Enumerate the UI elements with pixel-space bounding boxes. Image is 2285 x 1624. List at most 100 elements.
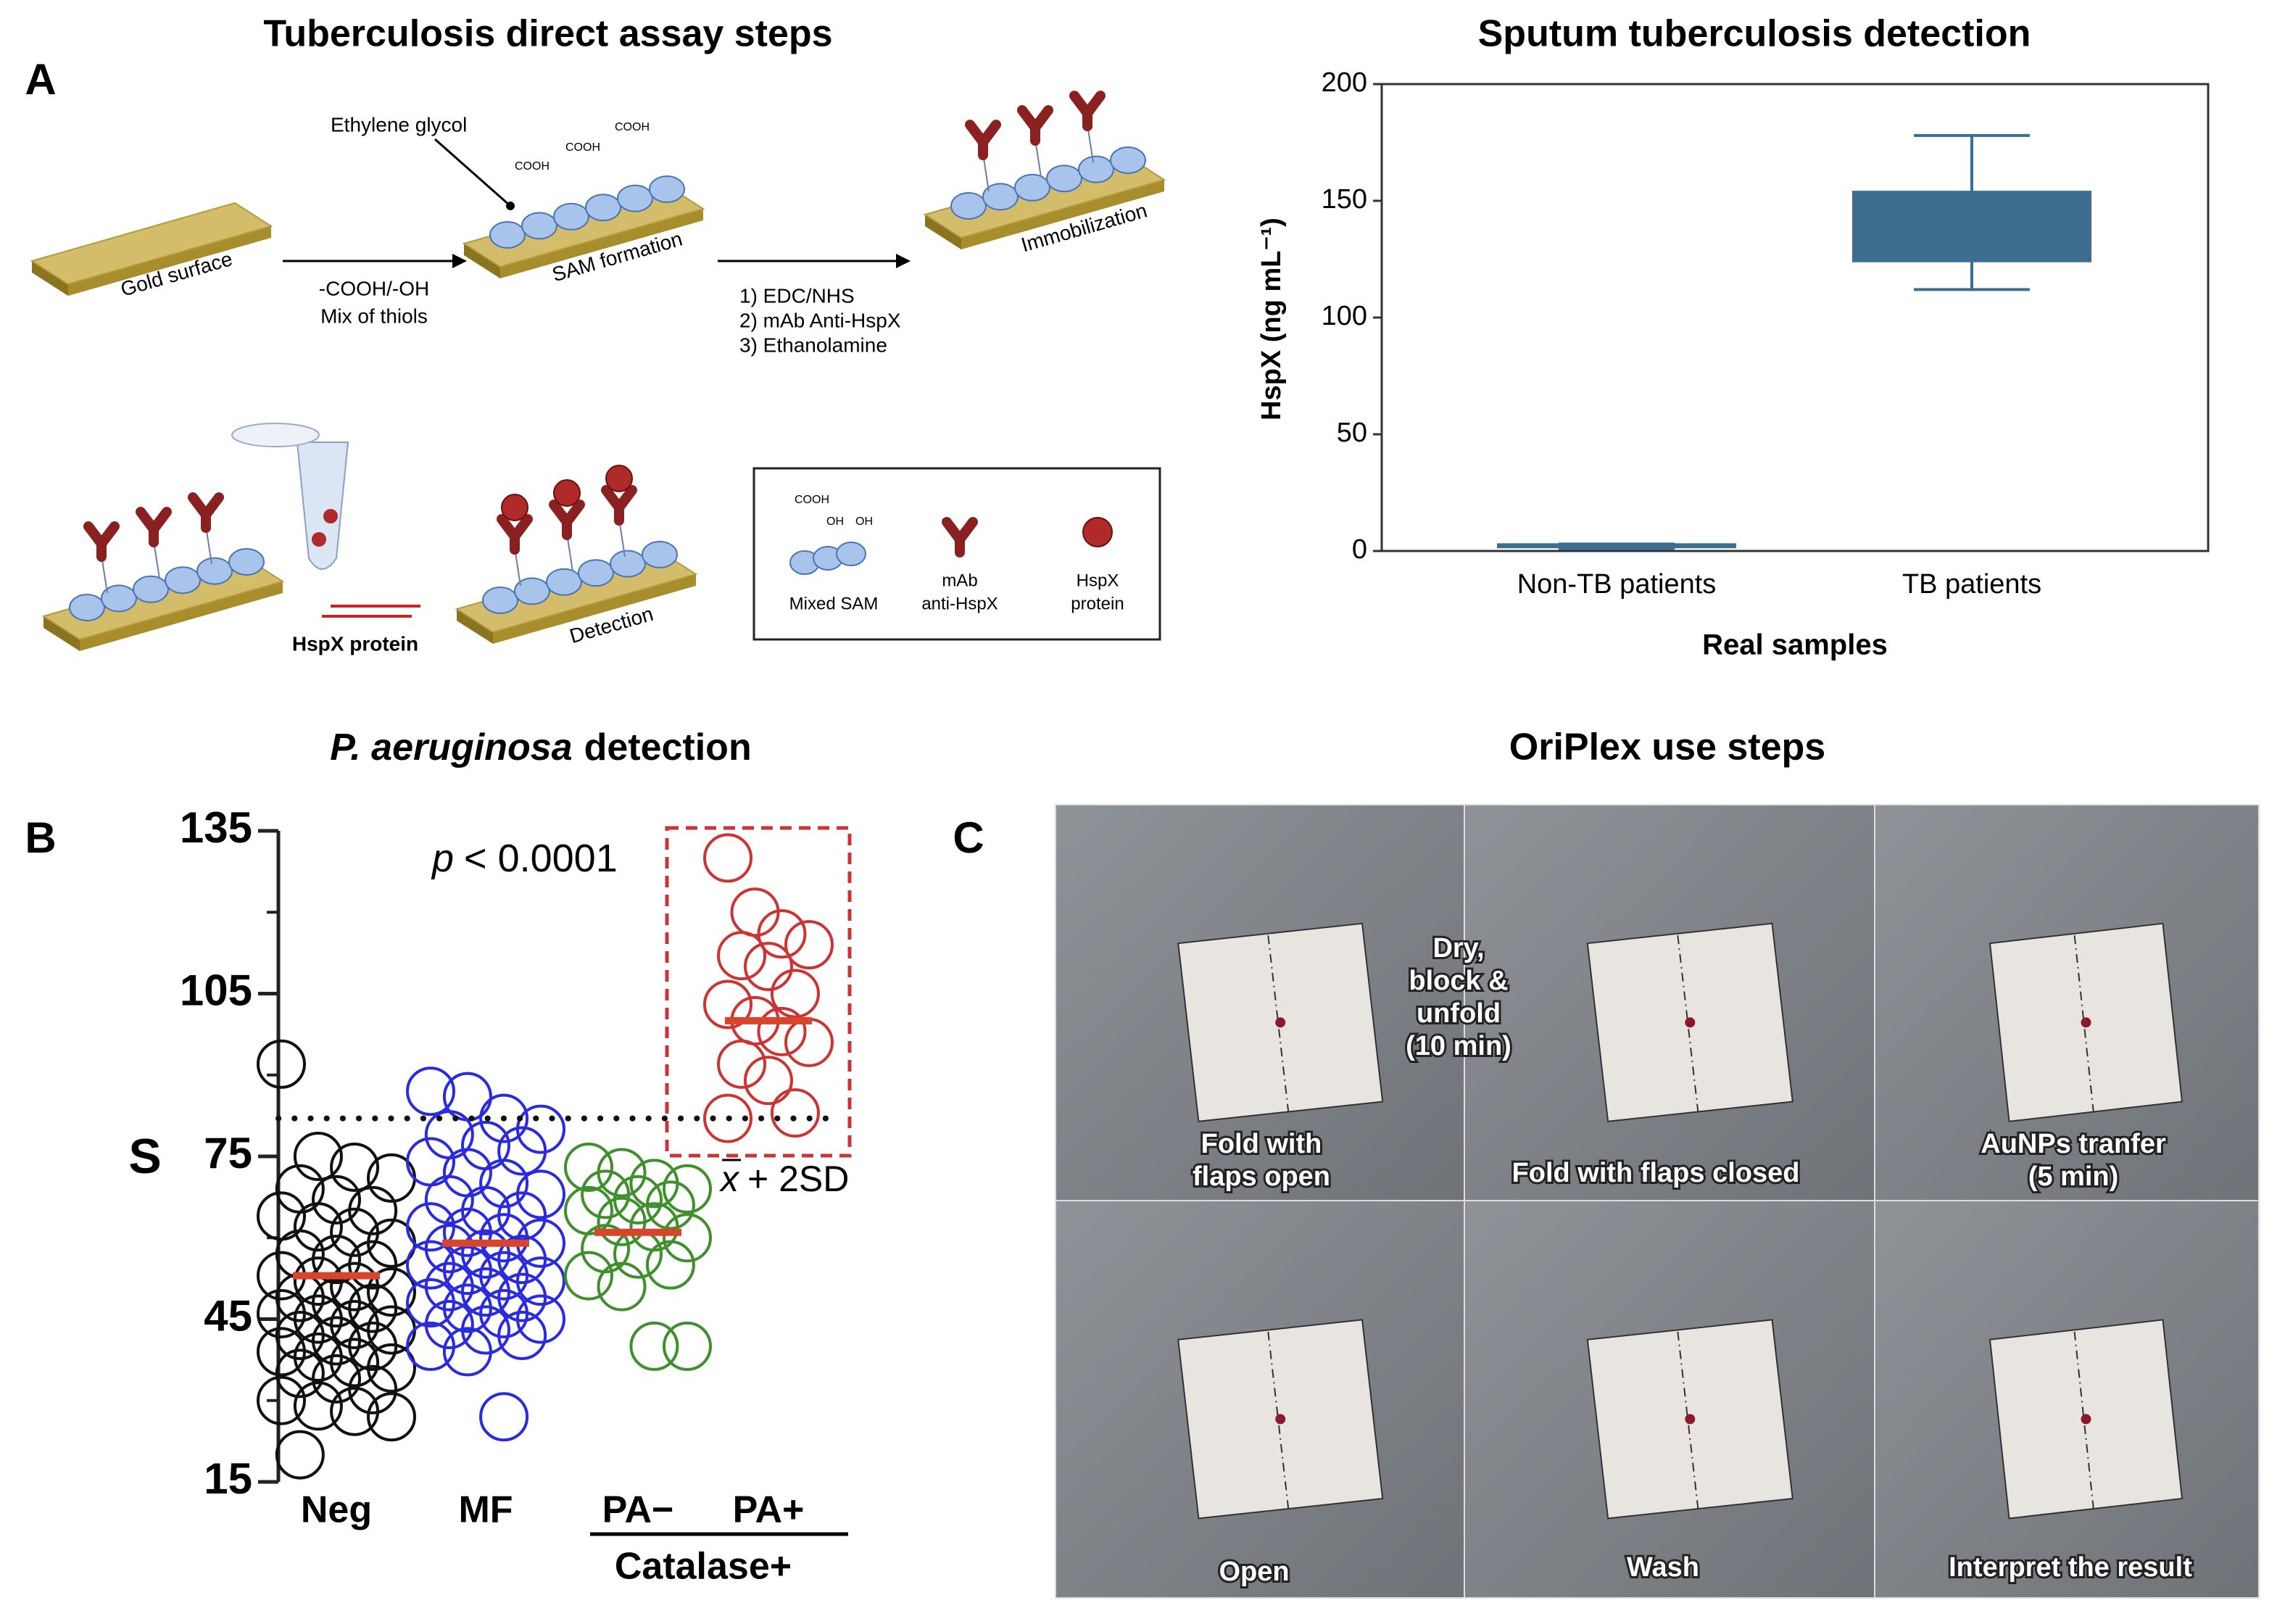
photo-caption: unfold	[1417, 998, 1501, 1029]
data-point	[663, 1164, 712, 1214]
data-point	[312, 1174, 361, 1225]
data-point	[406, 1321, 455, 1371]
data-point	[516, 1256, 565, 1306]
annotation: p < 0.0001	[431, 837, 618, 880]
panel-a: Tuberculosis direct assay steps A -COOH/…	[25, 13, 1161, 655]
legend-text: protein	[1071, 594, 1124, 613]
label: Ethylene glycol	[331, 113, 467, 136]
sam-molecule	[578, 559, 614, 587]
data-point	[757, 1006, 807, 1056]
step-text: Mix of thiols	[320, 304, 428, 327]
sam-molecule	[1014, 173, 1050, 202]
data-point	[784, 920, 834, 970]
sam-molecule	[521, 212, 557, 240]
panel-letter: A	[25, 55, 56, 104]
photo-caption: AuNPs tranfer	[1981, 1129, 2166, 1159]
data-point	[703, 833, 752, 883]
title-italic: P. aeruginosa	[330, 726, 572, 768]
antibody	[1017, 105, 1053, 146]
threshold-x: x	[719, 1159, 740, 1199]
data-point	[424, 1174, 474, 1225]
annotation-italic: p	[431, 837, 454, 880]
y-tick-label: 135	[180, 803, 252, 852]
sam-molecule	[196, 557, 233, 585]
gold-side	[457, 609, 493, 644]
label: COOH	[795, 494, 829, 506]
gold-side	[43, 616, 80, 651]
x-tick-label: PA+	[733, 1489, 805, 1531]
label: OH	[855, 515, 873, 528]
group-label: Catalase+	[615, 1546, 792, 1588]
antibody	[965, 120, 1001, 160]
chart-title: P. aeruginosa detection	[330, 726, 751, 768]
label: COOH	[615, 121, 650, 133]
data-point	[770, 1088, 820, 1138]
data-point	[703, 1093, 752, 1143]
sam-molecule	[982, 183, 1019, 211]
data-point	[330, 1142, 380, 1192]
data-point	[581, 1169, 631, 1219]
antibody	[942, 517, 978, 558]
sam-molecule	[617, 184, 653, 212]
data-point	[367, 1392, 416, 1442]
sam-molecule	[514, 577, 550, 605]
data-point	[717, 1039, 767, 1089]
data-point	[479, 1392, 529, 1442]
sam-molecule	[228, 548, 265, 576]
sam-molecule	[649, 175, 685, 203]
data-point	[784, 1017, 834, 1067]
hspx-protein	[1082, 517, 1113, 547]
legend-text: Mixed SAM	[789, 594, 879, 613]
antibody	[497, 514, 533, 555]
data-point	[663, 1213, 712, 1263]
label: HspX protein	[292, 632, 418, 655]
data-point	[257, 1375, 306, 1425]
gold-side	[464, 244, 500, 278]
photo-caption: Open	[1219, 1557, 1289, 1587]
sam-molecule	[101, 584, 137, 613]
gold-front	[500, 209, 703, 278]
y-tick-label: 150	[1322, 184, 1367, 215]
data-point	[330, 1207, 380, 1257]
gold-front	[961, 180, 1164, 249]
sam-molecule	[1046, 165, 1082, 193]
hspx-protein	[312, 532, 326, 547]
data-point	[497, 1310, 547, 1360]
legend-text: anti-HspX	[921, 594, 998, 613]
antibody	[549, 500, 585, 540]
sam-molecule	[1110, 146, 1146, 174]
y-tick-label: 15	[204, 1454, 252, 1503]
antibody	[601, 485, 637, 526]
y-tick-label: 200	[1322, 67, 1367, 98]
sam-molecule	[585, 194, 621, 222]
step-text: 1) EDC/NHS	[739, 284, 855, 307]
tube-cap	[231, 423, 320, 447]
plot-frame	[1380, 83, 2210, 552]
photo-caption: Interpret the result	[1949, 1552, 2192, 1583]
antibody	[188, 492, 224, 533]
photo-caption: flaps open	[1193, 1161, 1330, 1192]
y-tick-label: 75	[204, 1129, 252, 1177]
data-point	[564, 1142, 613, 1192]
data-point	[645, 1240, 695, 1290]
data-point	[312, 1354, 361, 1404]
sam-molecule	[165, 566, 201, 594]
x-axis-label: Real samples	[1702, 629, 1888, 661]
y-tick-label: 45	[204, 1291, 252, 1340]
data-point	[293, 1381, 343, 1431]
data-point	[479, 1159, 529, 1209]
spot	[2081, 1017, 2091, 1028]
data-point	[293, 1202, 343, 1252]
diagram-title: Tuberculosis direct assay steps	[263, 13, 832, 55]
data-point	[629, 1321, 679, 1371]
data-point	[629, 1202, 679, 1252]
gold-side	[925, 215, 961, 249]
spot	[2081, 1414, 2091, 1425]
label: COOH	[565, 141, 600, 154]
panel-letter: B	[25, 813, 56, 862]
sam-molecule	[69, 594, 105, 621]
data-point	[597, 1196, 647, 1246]
photo-caption: (10 min)	[1406, 1031, 1511, 1061]
photo-caption: Fold with flaps closed	[1512, 1158, 1800, 1188]
gold-side	[32, 261, 68, 296]
